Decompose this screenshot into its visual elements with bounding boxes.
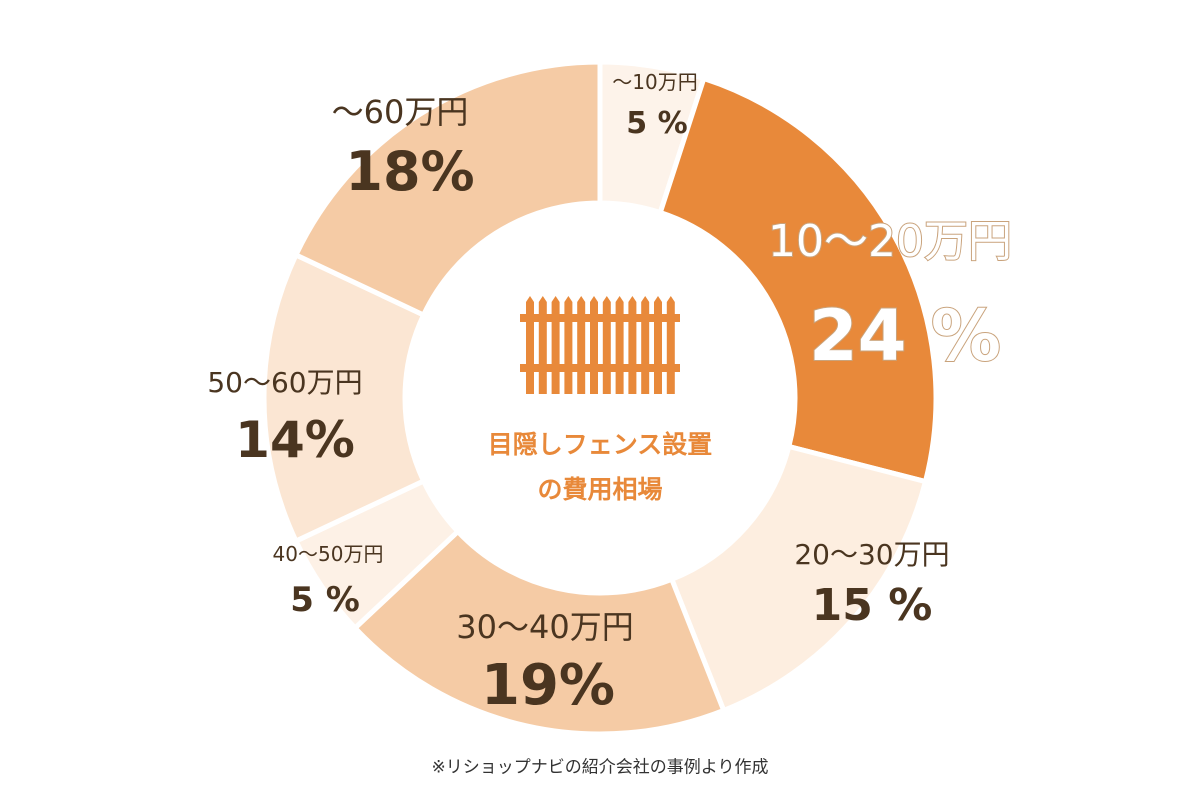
value-label-4: 5 % <box>290 580 360 620</box>
category-label-4: 40〜50万円 <box>272 542 384 566</box>
value-label-0: 5 % <box>626 106 688 141</box>
donut-slice-5 <box>261 251 427 545</box>
donut-slice-3 <box>351 527 727 737</box>
fence-picket <box>551 296 560 394</box>
donut-slice-2 <box>668 443 929 714</box>
fence-picket <box>538 296 547 394</box>
fence-picket <box>666 296 675 394</box>
fence-picket <box>628 296 637 394</box>
category-label-0: 〜10万円 <box>612 70 698 94</box>
category-label-6: 〜60万円 <box>331 93 469 131</box>
value-label-6: 18% <box>345 140 475 203</box>
footnote: ※リショップナビの紹介会社の事例より作成 <box>431 757 769 778</box>
category-label-3: 30〜40万円 <box>456 608 634 646</box>
value-label-3: 19% <box>480 653 616 718</box>
category-label-2: 20〜30万円 <box>794 538 950 571</box>
value-label-2: 15 % <box>811 580 933 631</box>
donut-slice-6 <box>292 59 603 319</box>
fence-picket <box>602 296 611 394</box>
fence-picket <box>615 296 624 394</box>
fence-picket <box>577 296 586 394</box>
donut-slice-1 <box>657 75 939 485</box>
fence-picket <box>564 296 573 394</box>
value-label-1: 24 % <box>808 295 1002 377</box>
category-label-5: 50〜60万円 <box>207 366 363 399</box>
fence-picket <box>654 296 662 394</box>
category-label-1: 10〜20万円 <box>767 216 1013 267</box>
center-title-line-2: の費用相場 <box>537 475 663 504</box>
fence-picket <box>590 296 598 394</box>
fence-picket <box>641 296 650 394</box>
value-label-5: 14% <box>235 411 355 469</box>
fence-icon <box>520 296 680 394</box>
fence-picket <box>526 296 534 394</box>
center-title-line-1: 目隠しフェンス設置 <box>487 430 713 459</box>
